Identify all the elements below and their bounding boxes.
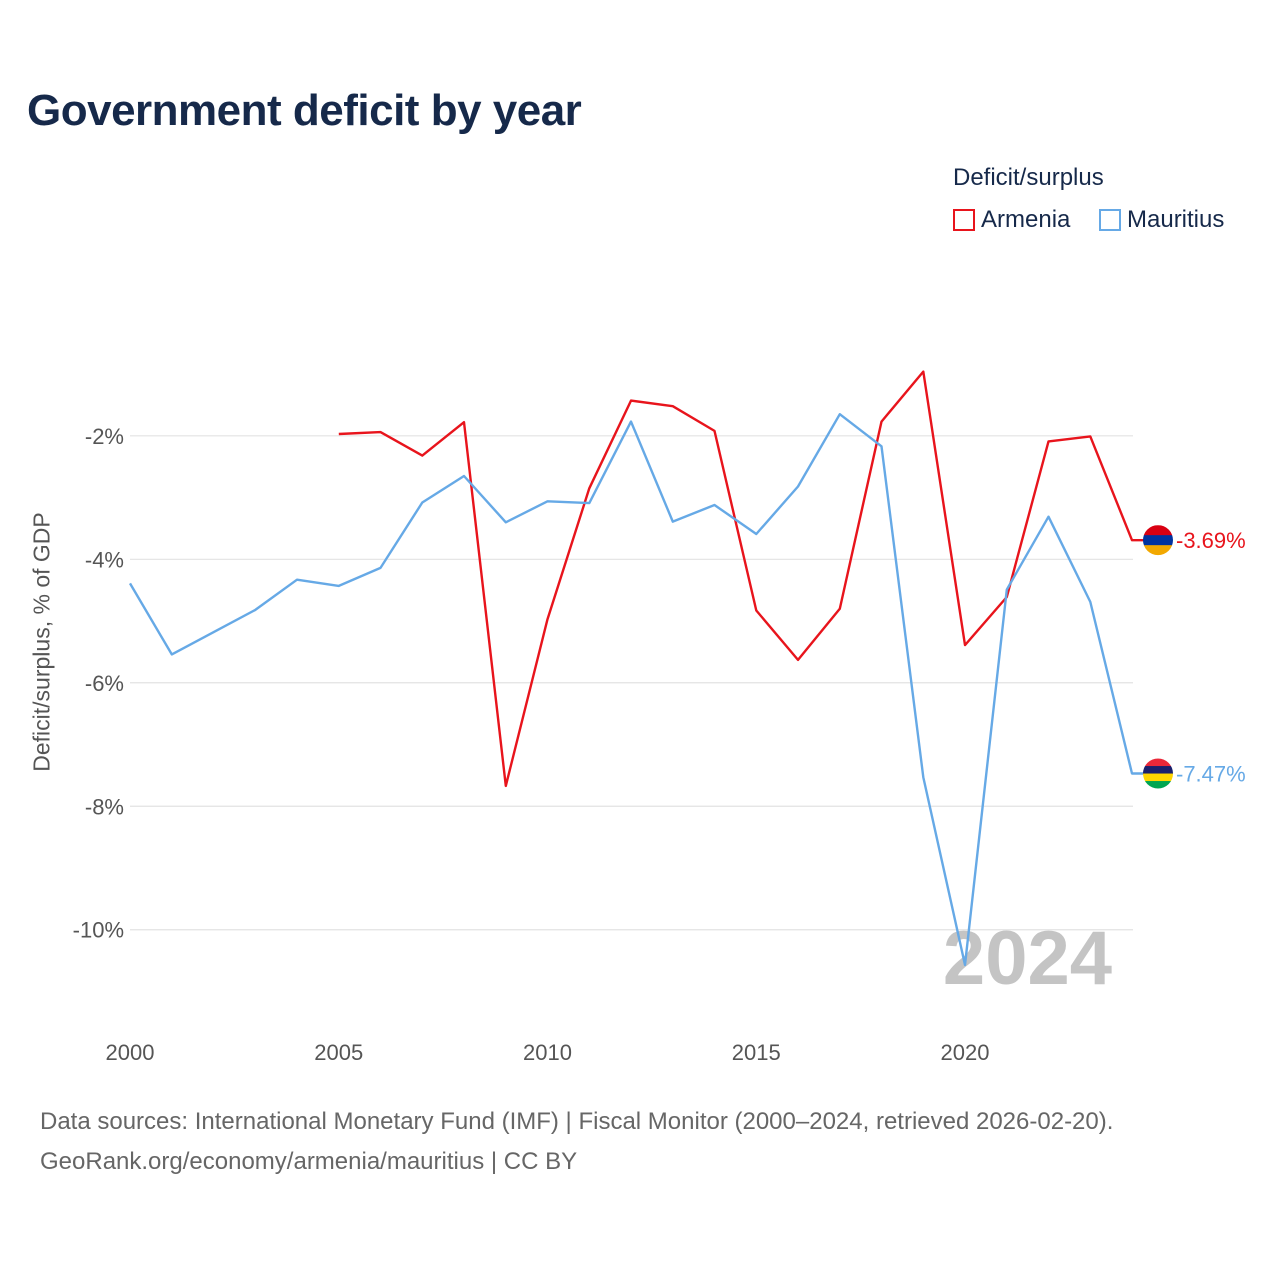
x-tick-label: 2015 — [732, 1040, 781, 1065]
armenia-flag-icon — [1143, 525, 1173, 556]
y-tick-label: -10% — [73, 918, 124, 943]
x-tick-label: 2000 — [106, 1040, 155, 1065]
end-value-label-mauritius: -7.47% — [1176, 762, 1246, 787]
mauritius-flag-icon — [1143, 758, 1173, 789]
year-watermark: 2024 — [943, 916, 1112, 1001]
y-tick-label: -8% — [85, 794, 124, 819]
end-value-label-armenia: -3.69% — [1176, 528, 1246, 553]
x-tick-label: 2020 — [941, 1040, 990, 1065]
x-tick-label: 2005 — [314, 1040, 363, 1065]
legend-title: Deficit/surplus — [953, 164, 1104, 191]
credit-note: GeoRank.org/economy/armenia/mauritius | … — [40, 1148, 578, 1175]
legend-swatch-armenia — [953, 209, 975, 231]
legend-swatch-mauritius — [1099, 209, 1121, 231]
data-source-note: Data sources: International Monetary Fun… — [40, 1108, 1114, 1135]
y-tick-label: -2% — [85, 424, 124, 449]
legend-label-armenia: Armenia — [981, 206, 1071, 233]
x-tick-label: 2010 — [523, 1040, 572, 1065]
legend-item-armenia[interactable]: Armenia — [953, 205, 1070, 235]
series-line-mauritius[interactable] — [128, 413, 1158, 967]
series-line-armenia[interactable] — [338, 370, 1158, 788]
legend-item-mauritius[interactable]: Mauritius — [1099, 205, 1224, 235]
legend-label-mauritius: Mauritius — [1127, 206, 1225, 233]
y-tick-label: -6% — [85, 671, 124, 696]
chart-title: Government deficit by year — [27, 86, 582, 135]
y-tick-label: -4% — [85, 547, 124, 572]
